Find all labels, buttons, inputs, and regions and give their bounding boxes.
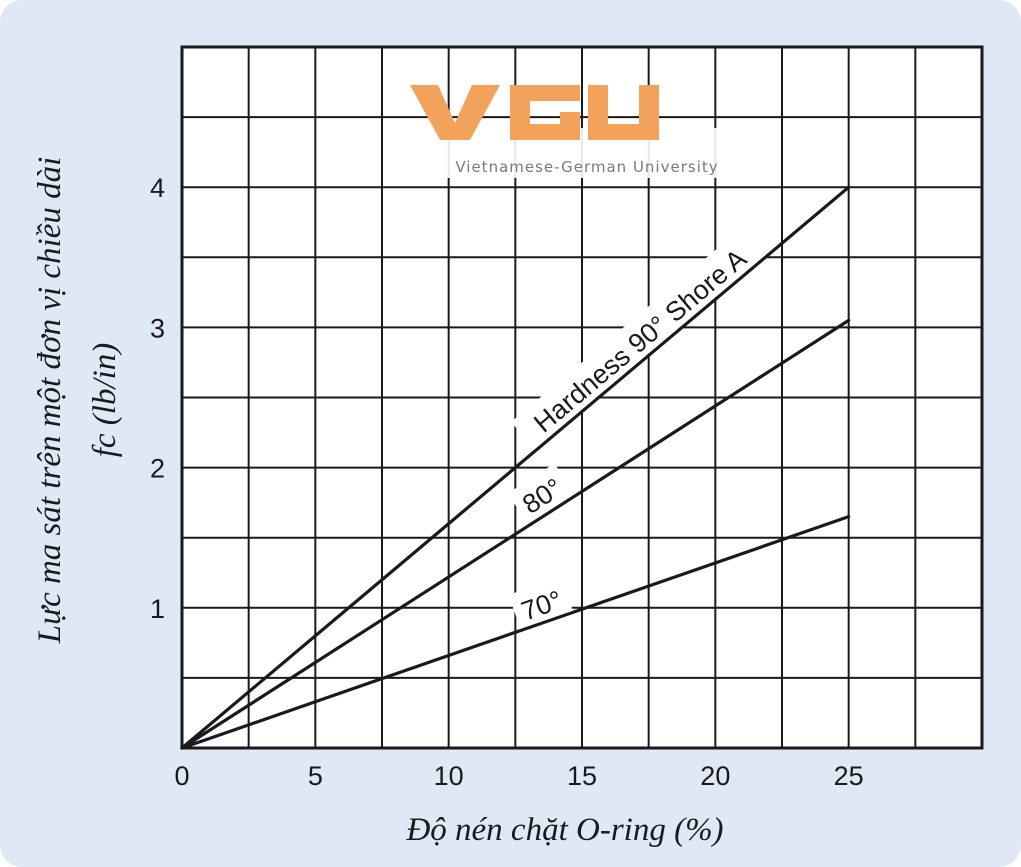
x-tick-label: 10: [434, 761, 464, 791]
curve-label-backdrop: [511, 227, 766, 450]
series-line-2: [180, 515, 851, 750]
watermark: Vietnamese-German University: [410, 85, 740, 178]
watermark-logo-u: [588, 85, 659, 140]
y-axis-title-line2: fc (lb/in): [87, 343, 123, 458]
y-tick-label: 2: [150, 454, 165, 484]
y-tick-label: 3: [150, 313, 165, 343]
y-tick-label: 1: [150, 594, 165, 624]
x-tick-label: 25: [834, 761, 864, 791]
series-line-1: [180, 318, 851, 750]
x-tick-label: 5: [308, 761, 323, 791]
y-tick-label: 4: [150, 173, 165, 203]
watermark-logo-v: [410, 85, 500, 140]
x-tick-label: 20: [700, 761, 730, 791]
watermark-text: Vietnamese-German University: [455, 158, 718, 176]
plot-frame: [180, 45, 984, 750]
watermark-logo-g: [510, 85, 580, 140]
y-axis-title-line1: Lực ma sát trên một đơn vị chiều dài: [32, 157, 68, 645]
x-axis-title: Độ nén chặt O-ring (%): [405, 812, 723, 848]
curve-label-group-2: 70°: [508, 576, 573, 629]
x-axis-ticks: 0 5 10 15 20 25: [174, 761, 863, 791]
series-group: [180, 185, 851, 750]
x-tick-label: 0: [174, 761, 189, 791]
curve-label-backdrop: [508, 576, 573, 629]
x-tick-label: 15: [567, 761, 597, 791]
y-axis-ticks: 1 2 3 4: [150, 173, 165, 624]
curve-label-backdrop: [507, 463, 574, 524]
series-line-0: [180, 185, 851, 750]
